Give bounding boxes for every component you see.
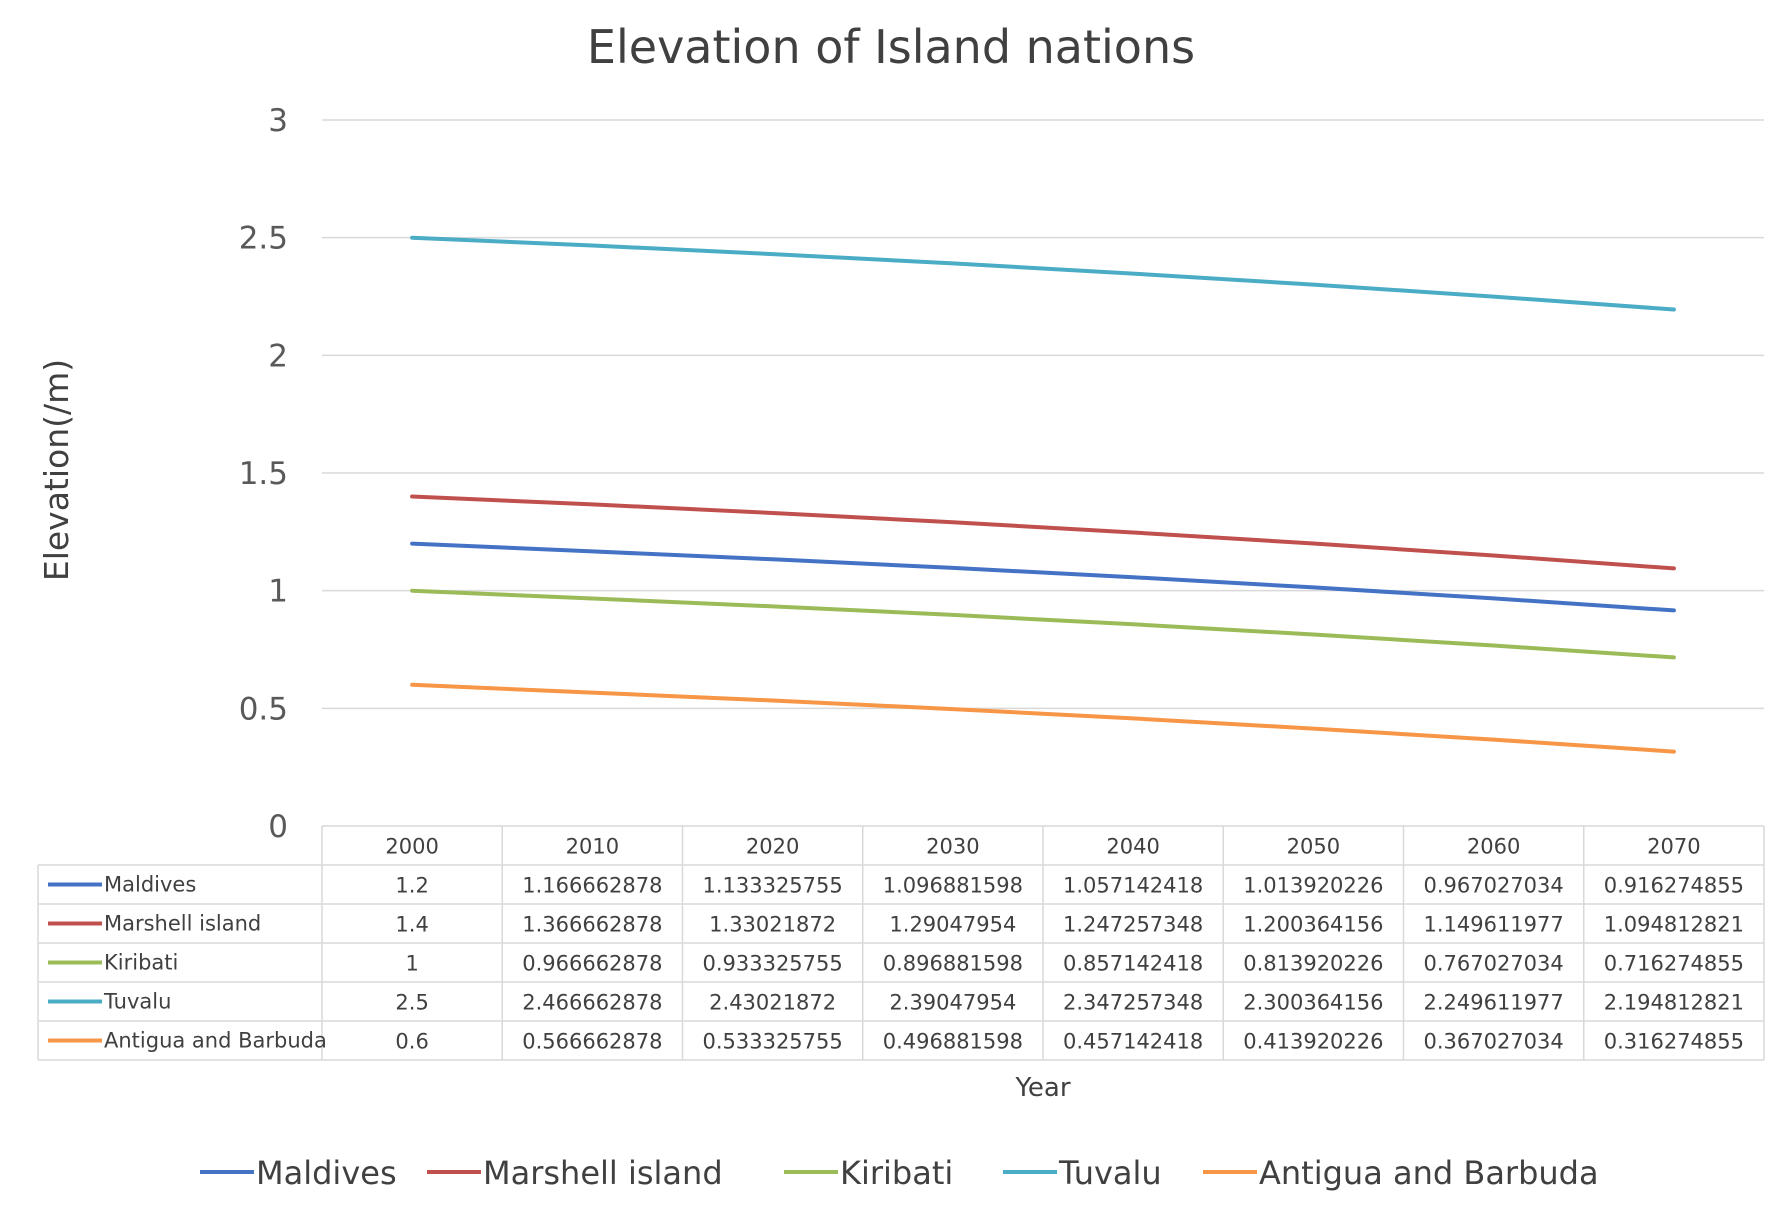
legend-label: Maldives	[256, 1154, 397, 1192]
data-label: 0.933325755	[702, 952, 842, 976]
y-axis-title: Elevation(/m)	[37, 359, 76, 581]
data-label: 0.367027034	[1423, 1030, 1563, 1054]
data-label: 1.2	[395, 874, 428, 898]
legend-label: Marshell island	[483, 1154, 723, 1192]
data-label: 0.6	[395, 1030, 428, 1054]
x-tick-label: 2050	[1287, 835, 1340, 859]
series-line-antigua-and-barbuda	[410, 682, 1676, 754]
gridlines	[322, 119, 1764, 710]
data-label: 0.496881598	[883, 1030, 1023, 1054]
data-label: 2.5	[395, 991, 428, 1015]
data-label: 0.966662878	[522, 952, 662, 976]
series-line-maldives	[410, 541, 1676, 613]
table-series-name: Kiribati	[104, 951, 178, 975]
data-label: 0.767027034	[1423, 952, 1563, 976]
data-label: 1.096881598	[883, 874, 1023, 898]
data-label: 1	[405, 952, 418, 976]
series-line-tuvalu	[410, 235, 1676, 312]
data-label: 2.300364156	[1243, 991, 1383, 1015]
data-label: 1.133325755	[702, 874, 842, 898]
x-tick-label: 2000	[385, 835, 438, 859]
data-label: 1.057142418	[1063, 874, 1203, 898]
x-tick-label: 2060	[1467, 835, 1520, 859]
data-label: 1.149611977	[1423, 913, 1563, 937]
y-tick-label: 0.5	[239, 691, 288, 727]
x-tick-label: 2030	[926, 835, 979, 859]
data-label: 0.716274855	[1604, 952, 1744, 976]
x-tick-label: 2070	[1647, 835, 1700, 859]
data-label: 2.347257348	[1063, 991, 1203, 1015]
data-label: 0.967027034	[1423, 874, 1563, 898]
y-tick-label: 1	[268, 574, 288, 610]
chart-title: Elevation of Island nations	[587, 20, 1195, 74]
legend-label: Antigua and Barbuda	[1259, 1154, 1599, 1192]
table-series-name: Marshell island	[104, 912, 261, 936]
legend: Maldives Marshell island Kiribati Tuvalu Ant…	[200, 1154, 1599, 1192]
y-tick-label: 2.5	[239, 221, 288, 257]
x-tick-label: 2020	[746, 835, 799, 859]
data-label: 2.466662878	[522, 991, 662, 1015]
data-label: 2.194812821	[1604, 991, 1744, 1015]
y-tick-label: 1.5	[239, 456, 288, 492]
table-series-name: Tuvalu	[103, 990, 171, 1014]
table-series-name: Maldives	[104, 873, 196, 897]
data-label: 1.166662878	[522, 874, 662, 898]
data-label: 0.457142418	[1063, 1030, 1203, 1054]
x-tick-label: 2010	[566, 835, 619, 859]
data-label: 2.249611977	[1423, 991, 1563, 1015]
table-series-name: Antigua and Barbuda	[104, 1029, 327, 1053]
data-label: 0.533325755	[702, 1030, 842, 1054]
series-line-marshell-island	[410, 494, 1676, 571]
y-tick-labels: 0 0.5 1 1.5 2 2.5 3	[239, 103, 288, 845]
data-table: 2000 2010 2020 2030 2040 2050 2060 2070 Maldives…	[37, 825, 1765, 1061]
legend-label: Kiribati	[840, 1154, 953, 1192]
x-axis-title: Year	[1014, 1073, 1070, 1103]
y-tick-label: 2	[268, 338, 288, 374]
data-label: 1.29047954	[889, 913, 1016, 937]
y-tick-label: 0	[268, 809, 288, 845]
legend-label: Tuvalu	[1058, 1154, 1162, 1192]
data-label: 1.200364156	[1243, 913, 1383, 937]
x-tick-label: 2040	[1106, 835, 1159, 859]
data-label: 2.43021872	[709, 991, 836, 1015]
data-label: 0.857142418	[1063, 952, 1203, 976]
data-label: 0.916274855	[1604, 874, 1744, 898]
data-label: 1.4	[395, 913, 428, 937]
data-label: 0.813920226	[1243, 952, 1383, 976]
data-label: 2.39047954	[889, 991, 1016, 1015]
data-label: 1.094812821	[1604, 913, 1744, 937]
data-label: 1.33021872	[709, 913, 836, 937]
series-lines	[410, 235, 1676, 754]
data-label: 0.566662878	[522, 1030, 662, 1054]
data-label: 0.316274855	[1604, 1030, 1744, 1054]
data-label: 1.366662878	[522, 913, 662, 937]
data-label: 0.896881598	[883, 952, 1023, 976]
data-label: 0.413920226	[1243, 1030, 1383, 1054]
series-line-kiribati	[410, 588, 1676, 660]
y-tick-label: 3	[268, 103, 288, 139]
data-label: 1.013920226	[1243, 874, 1383, 898]
data-label: 1.247257348	[1063, 913, 1203, 937]
